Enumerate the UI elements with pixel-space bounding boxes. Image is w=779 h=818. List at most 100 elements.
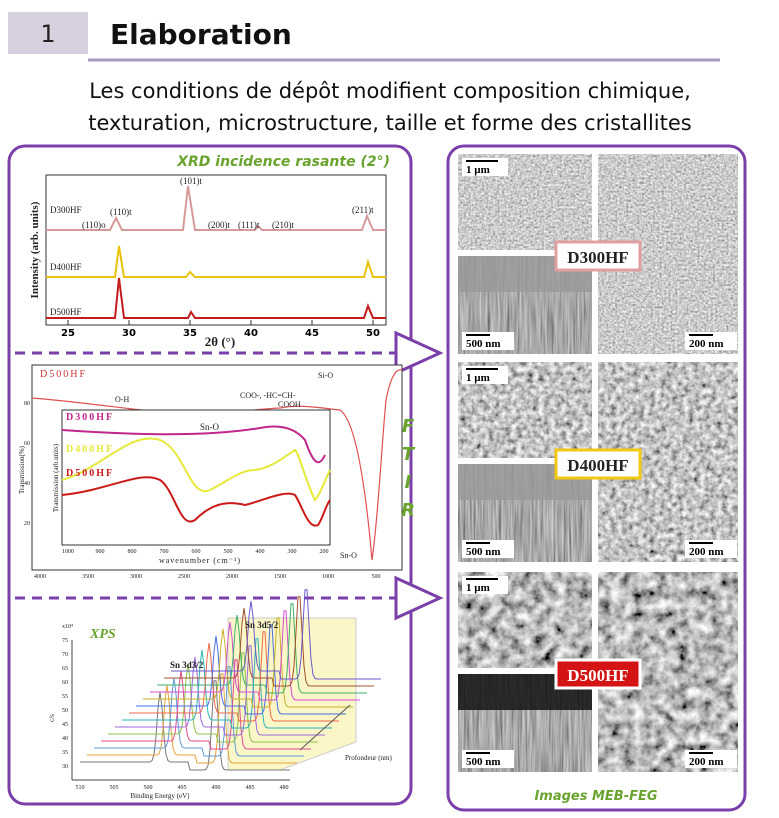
ftir-band: Sn-O [200, 422, 220, 432]
tick-label: 500 [144, 785, 153, 791]
arrow-head [394, 330, 444, 376]
sample-label: D500HF [567, 666, 628, 685]
tick-label: 35 [183, 328, 197, 339]
tick-label: 1000 [322, 574, 334, 580]
xps-peak: Sn 3d5/2 [245, 620, 279, 630]
tick-label: 600 [192, 549, 201, 555]
xps-curve [101, 659, 311, 750]
xps-curve [136, 624, 346, 715]
ftir-letter: R [401, 500, 415, 521]
right-panel [446, 144, 747, 812]
xps-title: XPS [89, 627, 116, 642]
xps-curve [87, 673, 297, 764]
xrd-title: XRD incidence rasante (2°) [176, 154, 390, 170]
scale-box [462, 576, 508, 594]
tick-label: 3000 [130, 574, 142, 580]
section-title: Elaboration [110, 18, 292, 51]
left-panel [7, 144, 413, 806]
scale-box [462, 366, 508, 384]
tick-label: 510 [76, 785, 85, 791]
ftir-band: Sn-O [340, 551, 357, 560]
scale-label: 200 nm [689, 756, 724, 768]
ftir-figure: D500HF O-H COO-, -HC=CH- COOH Sn-O Sn-O … [18, 364, 403, 580]
xps-curve [122, 638, 332, 729]
tick-label: 400 [256, 549, 265, 555]
tick-label: 80 [24, 401, 30, 407]
xps-figure: XPS Sn 3d3/2 Sn 3d5/2 Profondeur (nm) Bi… [48, 589, 393, 800]
xrd-curve [46, 277, 386, 319]
scale-label: 200 nm [689, 338, 724, 350]
ftir-curve [61, 425, 326, 464]
tick-label: 40 [244, 328, 258, 339]
xps-curve [157, 603, 367, 694]
scale-label: 1 µm [466, 372, 490, 384]
xrd-peak: (110)t [110, 207, 132, 217]
tick-label: 500 [224, 549, 233, 555]
tick-label: 75 [62, 638, 68, 644]
ftir-curve [61, 476, 331, 527]
xrd-sample: D300HF [50, 205, 82, 215]
ftir-x-label: wavenumber (cm⁻¹) [159, 556, 241, 565]
sample-label-box [554, 448, 642, 480]
xps-curve [143, 617, 353, 708]
sample-label: D300HF [567, 248, 628, 267]
xrd-peak: (200)t [208, 220, 230, 230]
xrd-peak: (111)t [238, 220, 260, 230]
ftir-ticks: 4000 3500 3000 2500 2000 1500 1000 500 80 60 40 20 1… [24, 401, 381, 580]
tick-label: 30 [62, 764, 68, 770]
subtitle-line: texturation, microstructure, taille et f… [88, 111, 691, 135]
tick-label: 50 [62, 708, 68, 714]
depth-arrow [299, 704, 351, 751]
tick-label: 2000 [226, 574, 238, 580]
xps-curve [164, 596, 374, 687]
xrd-peak: (211)t [352, 205, 374, 215]
ftir-inset-sample: D400HF [66, 444, 114, 455]
tick-label: 900 [96, 549, 105, 555]
xrd-sample: D400HF [50, 262, 82, 272]
scale-label: 200 nm [689, 546, 724, 558]
arrow-head [394, 575, 444, 621]
tick-label: 45 [62, 722, 68, 728]
xrd-ticks: 25 30 35 40 45 50 [61, 320, 380, 339]
xps-ticks: 510 505 500 495 490 485 480 75 70 65 60 55 50 45 40 35 3… [62, 638, 289, 791]
xrd-x-label: 2θ (°) [205, 334, 235, 349]
xps-curve [150, 610, 360, 701]
tick-label: 700 [160, 549, 169, 555]
xrd-curve [46, 185, 386, 231]
ftir-band: O-H [115, 395, 129, 404]
tick-label: 800 [128, 549, 137, 555]
tick-label: 490 [212, 785, 221, 791]
xps-curve [80, 680, 290, 771]
xrd-sample: D500HF [50, 307, 82, 317]
xrd-peak: (110)o [82, 220, 106, 230]
tick-label: 4000 [34, 574, 46, 580]
tick-label: 505 [110, 785, 119, 791]
xps-curves [80, 589, 381, 771]
scale-box [462, 750, 514, 768]
tick-label: 35 [62, 750, 68, 756]
arrow [15, 330, 444, 376]
tick-label: 3500 [82, 574, 94, 580]
xps-x-label: Binding Energy (eV) [131, 792, 191, 800]
tick-label: 60 [62, 680, 68, 686]
xrd-figure: XRD incidence rasante (2°) Intensity (ar… [29, 154, 390, 349]
scale-box [462, 540, 514, 558]
ftir-sample: D500HF [40, 369, 87, 380]
sample-label-box [554, 658, 642, 690]
tick-label: 300 [288, 549, 297, 555]
xps-curve [94, 666, 304, 757]
ftir-band: COO-, -HC=CH- [240, 391, 296, 400]
tick-label: 40 [24, 481, 30, 487]
scale-label: 1 µm [466, 582, 490, 594]
subtitle-line: Les conditions de dépôt modifient compos… [89, 79, 691, 103]
scale-label: 1 µm [466, 164, 490, 176]
ftir-band: Si-O [318, 371, 333, 380]
xps-depth-label: Profondeur (nm) [345, 754, 393, 762]
tick-label: 50 [366, 328, 380, 339]
tick-label: 25 [61, 328, 75, 339]
tick-label: 1500 [274, 574, 286, 580]
xrd-frame [45, 174, 387, 326]
